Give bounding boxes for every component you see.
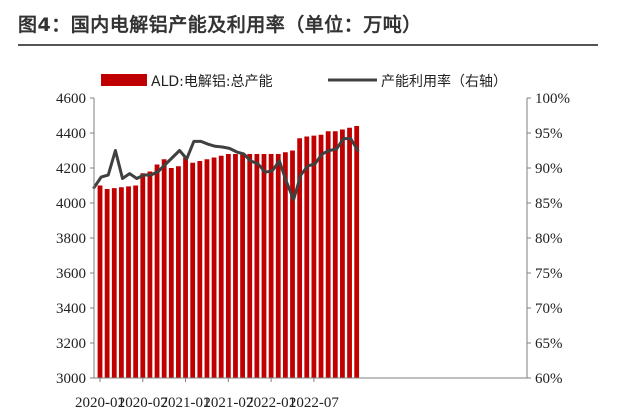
bar bbox=[247, 154, 253, 378]
right-tick-label: 90% bbox=[535, 161, 563, 177]
left-tick-label: 4200 bbox=[56, 161, 86, 177]
bar bbox=[211, 157, 217, 378]
bar bbox=[133, 185, 139, 378]
left-axis-ticks: 3000 3200 3400 3600 3800 4000 4200 4400 4600 bbox=[56, 91, 94, 387]
left-tick-label: 3000 bbox=[56, 371, 86, 387]
bar bbox=[161, 159, 167, 378]
right-tick-label: 85% bbox=[535, 196, 563, 212]
left-tick-label: 3800 bbox=[56, 231, 86, 247]
bar bbox=[118, 187, 124, 378]
bar bbox=[197, 161, 203, 378]
bar bbox=[183, 157, 188, 378]
bar bbox=[275, 154, 281, 378]
bar bbox=[340, 129, 345, 378]
right-tick-label: 80% bbox=[535, 231, 563, 247]
right-tick-label: 65% bbox=[535, 336, 563, 352]
bar bbox=[297, 138, 303, 378]
left-tick-label: 4400 bbox=[56, 126, 86, 142]
bar bbox=[268, 154, 274, 378]
bar bbox=[290, 150, 295, 378]
legend-bar-label: ALD:电解铝:总产能 bbox=[151, 74, 273, 90]
left-tick-label: 3600 bbox=[56, 266, 86, 282]
x-tick-label: 2021-07 bbox=[203, 395, 253, 411]
bar bbox=[140, 173, 146, 378]
right-tick-label: 75% bbox=[535, 266, 563, 282]
x-tick-label: 2020-07 bbox=[118, 395, 168, 411]
bar bbox=[332, 131, 338, 378]
bar bbox=[97, 185, 103, 378]
right-axis-ticks: 60% 65% 70% 75% 80% 85% 90% 95% 100% bbox=[527, 91, 570, 387]
bar bbox=[147, 171, 153, 378]
bar bbox=[168, 168, 174, 378]
right-tick-label: 70% bbox=[535, 301, 563, 317]
left-tick-label: 3200 bbox=[56, 336, 86, 352]
right-tick-label: 95% bbox=[535, 126, 563, 142]
bar bbox=[176, 166, 181, 378]
right-tick-label: 60% bbox=[535, 371, 563, 387]
legend-line-label: 产能利用率（右轴） bbox=[381, 73, 507, 90]
bar bbox=[240, 154, 245, 378]
legend-bar-swatch bbox=[101, 74, 147, 86]
x-axis-ticks: 2020-012020-072021-012021-072022-012022-… bbox=[75, 378, 339, 411]
x-tick-label: 2022-01 bbox=[246, 395, 296, 411]
figure-title: 图4：国内电解铝产能及利用率（单位：万吨） bbox=[18, 14, 422, 36]
bar bbox=[325, 131, 331, 378]
x-tick-label: 2022-07 bbox=[289, 395, 339, 411]
bar bbox=[204, 159, 210, 378]
utilization-line bbox=[92, 137, 360, 201]
left-tick-label: 3400 bbox=[56, 301, 86, 317]
bar bbox=[347, 127, 352, 378]
bar bbox=[261, 154, 267, 378]
bar bbox=[154, 164, 160, 378]
line-series bbox=[92, 137, 360, 201]
x-tick-label: 2021-01 bbox=[161, 395, 211, 411]
bar bbox=[304, 136, 310, 378]
left-tick-label: 4600 bbox=[56, 91, 86, 107]
bar bbox=[233, 154, 238, 378]
bar-series bbox=[97, 126, 360, 379]
bar bbox=[218, 155, 224, 378]
x-tick-label: 2020-01 bbox=[75, 395, 125, 411]
bar bbox=[126, 186, 131, 379]
bar bbox=[111, 188, 117, 379]
bar bbox=[318, 134, 324, 378]
title-divider bbox=[18, 44, 598, 46]
bar bbox=[354, 126, 360, 378]
bar bbox=[282, 152, 288, 378]
bar bbox=[104, 189, 110, 378]
bar bbox=[225, 154, 231, 378]
legend: ALD:电解铝:总产能 产能利用率（右轴） bbox=[101, 73, 507, 90]
bar bbox=[190, 162, 196, 378]
bar bbox=[311, 135, 317, 379]
bar bbox=[254, 154, 260, 378]
left-tick-label: 4000 bbox=[56, 196, 86, 212]
right-tick-label: 100% bbox=[535, 91, 570, 107]
